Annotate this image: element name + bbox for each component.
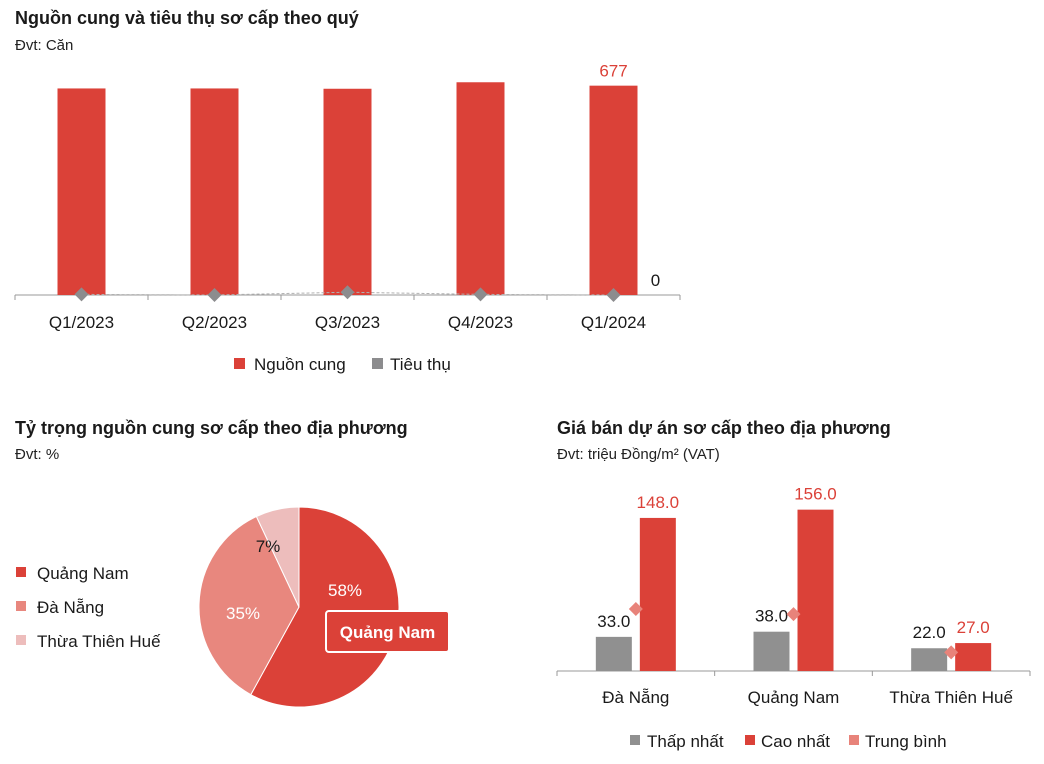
chart3-data-label-high: 148.0 (637, 493, 680, 512)
pie-value-label: 7% (256, 537, 281, 556)
pie-legend-label: Thừa Thiên Huế (37, 632, 161, 651)
legend-label-sales: Tiêu thụ (390, 355, 451, 374)
chart3-data-label-high: 156.0 (794, 485, 837, 504)
chart1-bar-supply (456, 82, 505, 296)
chart3-x-tick-label: Đà Nẵng (602, 688, 669, 707)
pie-slice (255, 506, 300, 608)
chart3-title: Giá bán dự án sơ cấp theo địa phương (557, 418, 891, 438)
pie-legend-swatch (16, 635, 26, 645)
chart3-data-label-low: 22.0 (913, 623, 946, 642)
legend-swatch-avg (849, 735, 859, 745)
chart3-point-avg (628, 601, 643, 616)
pie-value-label: 35% (226, 604, 260, 623)
chart1-bar-supply (323, 88, 372, 295)
chart3-bar-high (797, 509, 834, 671)
chart3-data-label-high: 27.0 (957, 618, 990, 637)
chart3-point-avg (786, 607, 801, 622)
chart1-point-sales (207, 288, 222, 302)
chart1-data-label-supply: 677 (599, 62, 627, 81)
chart3-x-tick-label: Quảng Nam (748, 688, 840, 707)
chart1-point-sales (606, 288, 621, 302)
pie-slice (198, 515, 300, 696)
chart1-bar-supply (190, 88, 239, 296)
pie-value-label: 58% (328, 581, 362, 600)
chart3-bar-low (595, 636, 632, 671)
legend-swatch-low (630, 735, 640, 745)
chart1-x-tick-label: Q1/2023 (49, 313, 114, 332)
legend-swatch-sales (372, 358, 383, 369)
chart3-bar-high (639, 517, 676, 671)
chart1-data-label-sales: 0 (651, 271, 660, 290)
chart1-x-tick-label: Q4/2023 (448, 313, 513, 332)
chart3-bar-low (753, 631, 790, 671)
chart3-data-label-low: 33.0 (597, 612, 630, 631)
chart2-unit: Đvt: % (15, 446, 60, 463)
legend-swatch-supply (234, 358, 245, 369)
pie-legend-label: Đà Nẵng (37, 598, 104, 617)
legend-swatch-high (745, 735, 755, 745)
chart3-unit: Đvt: triệu Đồng/m² (VAT) (557, 446, 720, 463)
pie-legend-label: Quảng Nam (37, 564, 129, 583)
chart1-point-sales (473, 287, 488, 302)
chart1-x-tick-label: Q1/2024 (581, 313, 646, 332)
chart1-bar-supply (57, 88, 106, 296)
pie-callout-label: Quảng Nam (340, 623, 435, 642)
legend-label-avg: Trung bình (865, 732, 947, 751)
legend-label-supply: Nguồn cung (254, 355, 346, 374)
chart1-unit: Đvt: Căn (15, 37, 74, 54)
chart1-title: Nguồn cung và tiêu thụ sơ cấp theo quý (15, 8, 359, 28)
chart1-bar-supply (589, 85, 638, 295)
pie-legend-swatch (16, 601, 26, 611)
chart3-bar-low (911, 648, 948, 671)
chart3-data-label-low: 38.0 (755, 607, 788, 626)
pie-legend-swatch (16, 567, 26, 577)
chart1-x-tick-label: Q2/2023 (182, 313, 247, 332)
chart1-point-sales (74, 287, 89, 302)
chart1-x-tick-label: Q3/2023 (315, 313, 380, 332)
chart1-point-sales (340, 285, 355, 300)
chart3-x-tick-label: Thừa Thiên Huế (889, 688, 1013, 707)
legend-label-high: Cao nhất (761, 732, 830, 751)
chart3-bar-high (955, 643, 992, 671)
pie-callout-box (325, 610, 450, 653)
chart2-title: Tỷ trọng nguồn cung sơ cấp theo địa phươ… (15, 418, 408, 438)
chart3-point-avg (944, 645, 959, 660)
legend-label-low: Thấp nhất (647, 732, 724, 751)
